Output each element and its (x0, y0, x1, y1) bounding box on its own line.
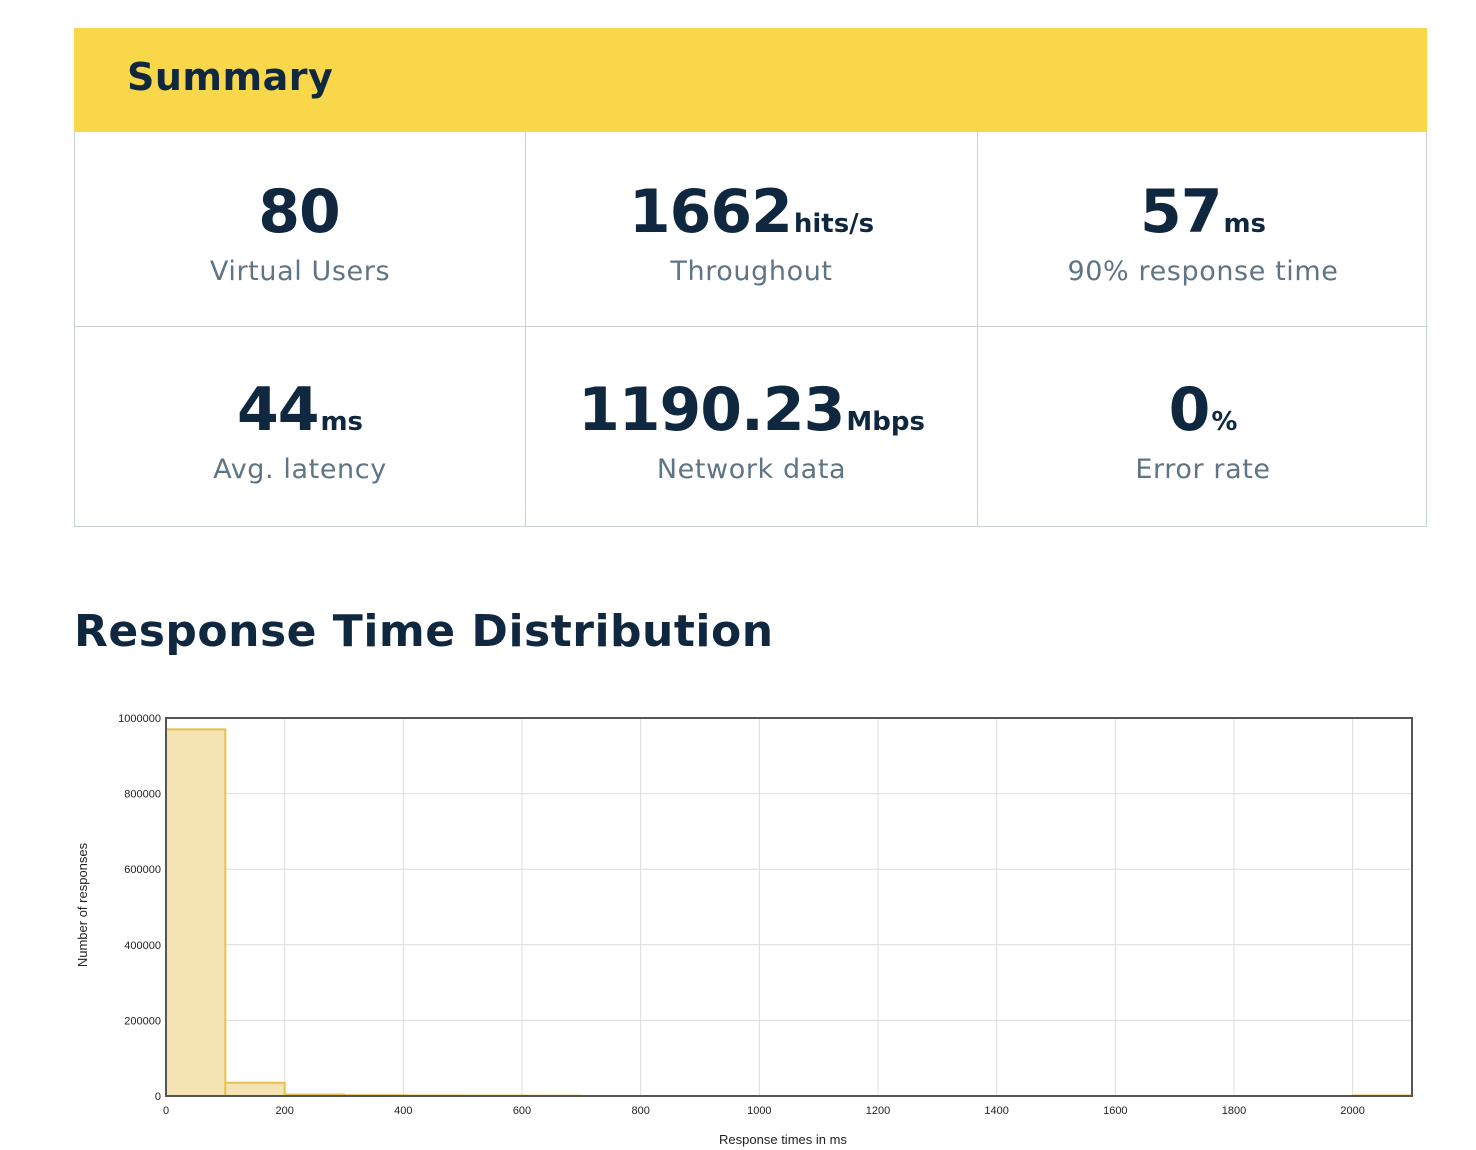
metric-unit: ms (320, 406, 364, 437)
response-time-histogram: 0 200 400 600 800 1000 1200 1400 1600 1800 2000 0 20… (75, 713, 1413, 1147)
x-tick-label: 0 (163, 1105, 169, 1117)
metric-unit: ms (1223, 208, 1267, 239)
metric-value: 44 (236, 374, 319, 445)
metric-value: 80 (258, 176, 340, 247)
x-tick-label: 1200 (866, 1105, 890, 1117)
y-tick-label: 800000 (124, 789, 161, 801)
metric-label: Avg. latency (213, 453, 387, 485)
summary-grid: 80 Virtual Users 1662 hits/s Throughout … (74, 132, 1428, 527)
x-tick-label: 1600 (1103, 1105, 1127, 1117)
metric-value: 1190.23 (578, 374, 845, 445)
metric-virtual-users: 80 Virtual Users (75, 132, 526, 327)
summary-header: Summary (74, 28, 1427, 132)
y-tick-label: 1000000 (118, 713, 161, 725)
metric-label: Throughout (670, 255, 833, 287)
metric-error-rate: 0 % Error rate (978, 327, 1428, 527)
summary-title: Summary (127, 55, 334, 99)
metric-label: 90% response time (1067, 255, 1339, 287)
y-tick-label: 0 (155, 1091, 161, 1103)
metric-unit: Mbps (846, 406, 925, 437)
x-tick-label: 400 (394, 1105, 412, 1117)
x-tick-label: 2000 (1340, 1105, 1364, 1117)
x-tick-label: 600 (513, 1105, 531, 1117)
x-tick-label: 1800 (1222, 1105, 1246, 1117)
metric-label: Error rate (1135, 453, 1271, 485)
metric-label: Network data (656, 453, 847, 485)
metric-unit: hits/s (793, 208, 875, 239)
metric-unit: % (1211, 406, 1238, 437)
x-tick-label: 1400 (984, 1105, 1008, 1117)
x-axis-title: Response times in ms (719, 1132, 847, 1147)
metric-value: 57 (1139, 176, 1222, 247)
metric-label: Virtual Users (209, 255, 391, 287)
y-tick-label: 600000 (124, 864, 161, 876)
metric-throughput: 1662 hits/s Throughout (526, 132, 978, 327)
distribution-title: Response Time Distribution (74, 606, 774, 657)
x-tick-label: 200 (275, 1105, 293, 1117)
histogram-bar (224, 1081, 286, 1097)
x-tick-label: 800 (631, 1105, 649, 1117)
metric-value: 1662 (628, 176, 793, 247)
y-tick-label: 200000 (124, 1015, 161, 1027)
metric-avg-latency: 44 ms Avg. latency (75, 327, 526, 527)
histogram-bar (165, 728, 227, 1098)
plot-frame (165, 717, 1413, 1097)
metric-90-response-time: 57 ms 90% response time (978, 132, 1428, 327)
y-axis-title: Number of responses (75, 842, 90, 967)
metric-value: 0 (1168, 374, 1211, 445)
y-tick-label: 400000 (124, 940, 161, 952)
chart-axes: 0 200 400 600 800 1000 1200 1400 1600 1800 2000 0 20… (118, 713, 1413, 1117)
chart-grid (166, 717, 1412, 1096)
chart-bars (165, 728, 1413, 1098)
metric-network-data: 1190.23 Mbps Network data (526, 327, 978, 527)
x-tick-label: 1000 (747, 1105, 771, 1117)
